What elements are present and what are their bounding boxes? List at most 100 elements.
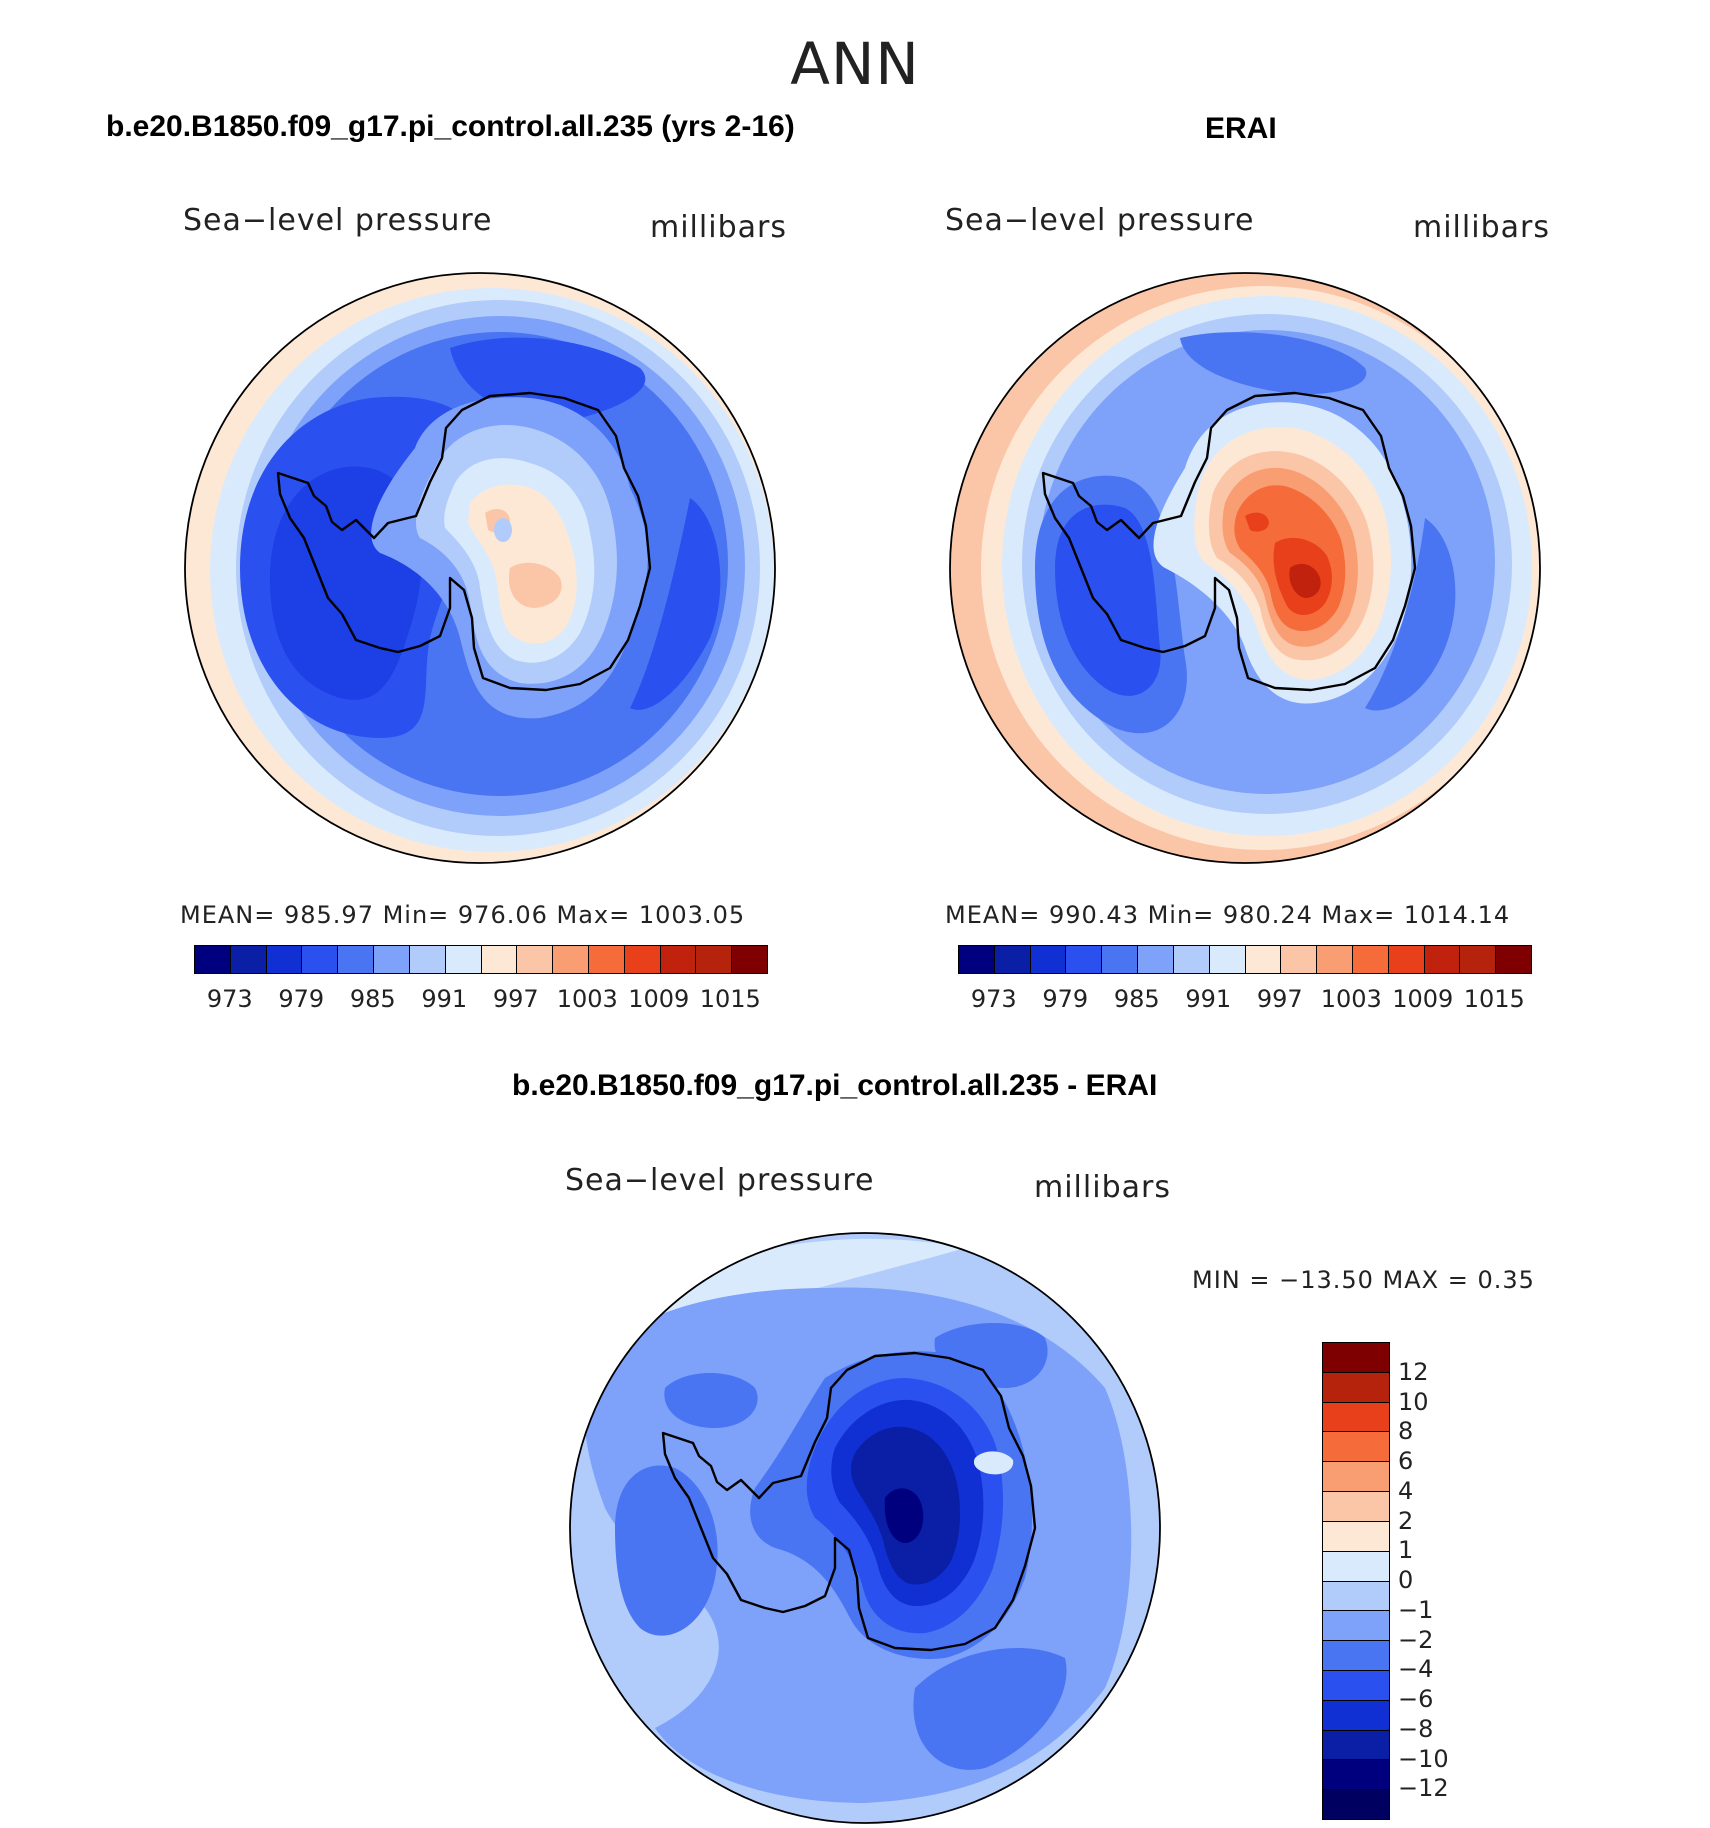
- colorbar-swatch: [1323, 1551, 1389, 1582]
- colorbar-tick-label: 1: [1398, 1536, 1414, 1565]
- colorbar-swatch: [338, 946, 375, 973]
- model-units-label: millibars: [650, 210, 787, 245]
- colorbar-swatch: [1173, 946, 1210, 973]
- colorbar-tick-label: 12: [1398, 1357, 1429, 1386]
- colorbar-swatch: [553, 946, 589, 973]
- colorbar-swatch: [1323, 1343, 1389, 1373]
- colorbar-tick-label: 8: [1398, 1417, 1414, 1446]
- map-border: [949, 272, 1541, 864]
- colorbar-swatch: [994, 946, 1031, 973]
- colorbar-swatch: [1030, 946, 1067, 973]
- diff-variable-label: Sea−level pressure: [565, 1163, 875, 1198]
- colorbar-swatch: [1388, 946, 1425, 973]
- colorbar-swatch: [1281, 946, 1318, 973]
- colorbar-tick-label: 1015: [1463, 985, 1525, 1013]
- colorbar-swatch: [1323, 1790, 1389, 1819]
- antarctica-coastline: [661, 1351, 1037, 1652]
- colorbar-swatch: [1496, 946, 1531, 973]
- contour-fill-1012: [1289, 563, 1321, 598]
- colorbar-swatch: [1323, 1641, 1389, 1671]
- colorbar-tick-label: 0: [1398, 1566, 1414, 1594]
- colorbar-swatch: [660, 946, 697, 973]
- colorbar-tick-label: 973: [206, 985, 253, 1013]
- colorbar-swatch: [409, 946, 446, 973]
- contour-fill-1000: [508, 562, 562, 608]
- colorbar-swatch: [1323, 1432, 1389, 1463]
- colorbar-tick-label: 1015: [699, 985, 761, 1013]
- colorbar-tick-label: 979: [1042, 985, 1089, 1013]
- colorbar-swatch: [624, 946, 661, 973]
- colorbar-tick-label: −4: [1398, 1655, 1434, 1684]
- obs-units-label: millibars: [1413, 210, 1550, 245]
- colorbar-tick-label: −8: [1398, 1714, 1434, 1743]
- colorbar-swatch: [1066, 946, 1103, 973]
- colorbar-swatch: [1460, 946, 1497, 973]
- colorbar-swatch: [1317, 946, 1353, 973]
- colorbar-swatch: [1245, 946, 1282, 973]
- colorbar-swatch: [517, 946, 554, 973]
- contour-fill-1009-b: [1245, 512, 1269, 532]
- map-border: [184, 272, 776, 864]
- colorbar-tick-label: 991: [421, 985, 468, 1013]
- colorbar-tick-label: 985: [349, 985, 396, 1013]
- colorbar-swatch: [195, 946, 231, 973]
- colorbar-tick-label: 973: [970, 985, 1017, 1013]
- colorbar-swatch: [1424, 946, 1461, 973]
- colorbar-swatch: [1323, 1462, 1389, 1493]
- colorbar-swatch: [302, 946, 339, 973]
- obs-polar-map: [949, 272, 1541, 864]
- colorbar-swatch: [1323, 1611, 1389, 1642]
- contour-fill-neg6-nw: [664, 1373, 758, 1428]
- colorbar-swatch: [1323, 1760, 1389, 1791]
- colorbar-swatch: [1323, 1700, 1389, 1731]
- colorbar-swatch: [588, 946, 625, 973]
- diff-colorbar: [1322, 1342, 1390, 1820]
- colorbar-swatch: [1323, 1581, 1389, 1612]
- obs-variable-label: Sea−level pressure: [945, 203, 1255, 238]
- colorbar-tick-label: −10: [1398, 1744, 1449, 1773]
- diff-colorbar-labels: 12 10 8 6 4 2 1 0 −1 −2 −4 −6 −8 −10 −12: [1398, 1342, 1498, 1818]
- colorbar-swatch: [1323, 1402, 1389, 1433]
- colorbar-swatch: [959, 946, 995, 973]
- diff-polar-map: [569, 1232, 1161, 1824]
- colorbar-swatch: [481, 946, 518, 973]
- model-panel-title: b.e20.B1850.f09_g17.pi_control.all.235 (…: [106, 110, 795, 143]
- antarctica-coastline: [1041, 391, 1417, 692]
- colorbar-swatch: [1138, 946, 1174, 973]
- contour-fill-982-east: [630, 498, 721, 710]
- colorbar-swatch: [1323, 1521, 1389, 1552]
- contour-fill-neg13: [884, 1488, 924, 1544]
- colorbar-tick-label: 4: [1398, 1476, 1414, 1505]
- colorbar-swatch: [1323, 1492, 1389, 1522]
- colorbar-swatch: [1102, 946, 1139, 973]
- colorbar-swatch: [445, 946, 482, 973]
- colorbar-tick-label: −12: [1398, 1774, 1449, 1803]
- colorbar-tick-label: −6: [1398, 1685, 1434, 1713]
- colorbar-tick-label: 979: [278, 985, 325, 1013]
- colorbar-tick-label: 997: [1256, 985, 1303, 1013]
- model-polar-map: [184, 272, 776, 864]
- colorbar-tick-label: 6: [1398, 1447, 1414, 1475]
- colorbar-swatch: [1323, 1730, 1389, 1761]
- colorbar-tick-label: −2: [1398, 1625, 1434, 1654]
- contour-fill-neg1-north: [625, 1238, 965, 1320]
- contour-fill-low-core: [494, 518, 512, 542]
- contour-fill-982-west: [1055, 504, 1161, 696]
- contour-fill-985-east: [1365, 518, 1456, 711]
- colorbar-tick-label: −1: [1398, 1595, 1434, 1624]
- colorbar-tick-label: 1009: [628, 985, 690, 1013]
- diff-stats: MIN = −13.50 MAX = 0.35: [1192, 1266, 1535, 1294]
- colorbar-tick-label: 1009: [1392, 985, 1454, 1013]
- antarctica-coastline: [276, 391, 652, 692]
- colorbar-tick-label: 997: [492, 985, 539, 1013]
- contour-fill-neg6-se: [913, 1648, 1067, 1770]
- colorbar-tick-label: 1003: [556, 985, 618, 1013]
- colorbar-swatch: [230, 946, 267, 973]
- colorbar-swatch: [1352, 946, 1389, 973]
- colorbar-tick-label: 991: [1185, 985, 1232, 1013]
- colorbar-swatch: [1209, 946, 1246, 973]
- colorbar-swatch: [1323, 1372, 1389, 1403]
- model-variable-label: Sea−level pressure: [183, 203, 493, 238]
- obs-panel-title: ERAI: [1205, 112, 1277, 145]
- model-stats: MEAN= 985.97 Min= 976.06 Max= 1003.05: [180, 901, 746, 929]
